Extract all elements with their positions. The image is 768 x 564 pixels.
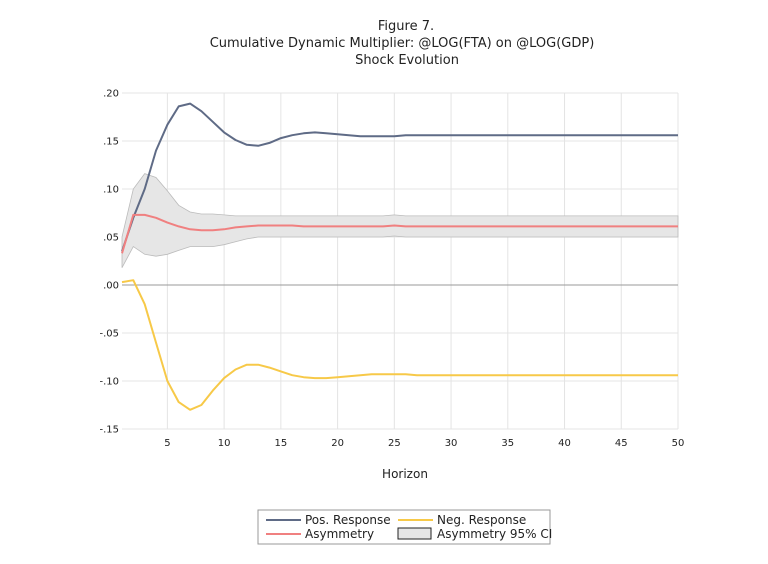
ci-band-layer	[121, 173, 679, 268]
series-line-neg-response	[121, 279, 678, 411]
x-tick-label-9: 50	[672, 438, 685, 449]
series-layer	[121, 102, 678, 411]
chart-subtitle-2: Shock Evolution	[355, 53, 459, 68]
series-line-pos-response	[121, 102, 678, 252]
chart-title: Figure 7.	[378, 19, 434, 34]
y-tick-label-6: -.10	[99, 377, 119, 388]
y-tick-label-0: .20	[103, 89, 119, 100]
y-tick-label-1: .15	[103, 137, 119, 148]
x-axis-label: Horizon	[382, 467, 428, 481]
legend-swatch-ci-band	[397, 527, 432, 540]
x-tick-label-5: 30	[445, 438, 458, 449]
x-tick-label-7: 40	[558, 438, 571, 449]
legend-label-asymmetry: Asymmetry	[305, 527, 374, 541]
x-tick-label-4: 25	[388, 438, 401, 449]
x-tick-label-1: 10	[218, 438, 231, 449]
y-tick-label-5: -.05	[99, 329, 119, 340]
x-tick-label-0: 5	[164, 438, 170, 449]
grid	[122, 92, 679, 430]
x-tick-label-3: 20	[331, 438, 344, 449]
axis-tick-labels: .20 .15 .10 .05 .00 -.05 -.10 -.15 5 10 15 20 25 30 35…	[99, 89, 684, 450]
ci-band	[121, 173, 679, 268]
x-tick-label-6: 35	[501, 438, 514, 449]
legend: Pos. Response Neg. Response Asymmetry As…	[257, 509, 552, 545]
legend-label-pos-response: Pos. Response	[305, 513, 391, 527]
y-tick-label-3: .05	[103, 233, 119, 244]
x-tick-label-8: 45	[615, 438, 628, 449]
x-tick-label-2: 15	[274, 438, 287, 449]
y-tick-label-7: -.15	[99, 425, 119, 436]
legend-label-ci-band: Asymmetry 95% CI	[437, 527, 552, 541]
y-tick-label-2: .10	[103, 185, 119, 196]
series-line-asymmetry	[121, 213, 678, 254]
y-tick-label-4: .00	[103, 281, 119, 292]
legend-label-neg-response: Neg. Response	[437, 513, 526, 527]
chart-subtitle: Cumulative Dynamic Multiplier: @LOG(FTA)…	[210, 36, 595, 51]
